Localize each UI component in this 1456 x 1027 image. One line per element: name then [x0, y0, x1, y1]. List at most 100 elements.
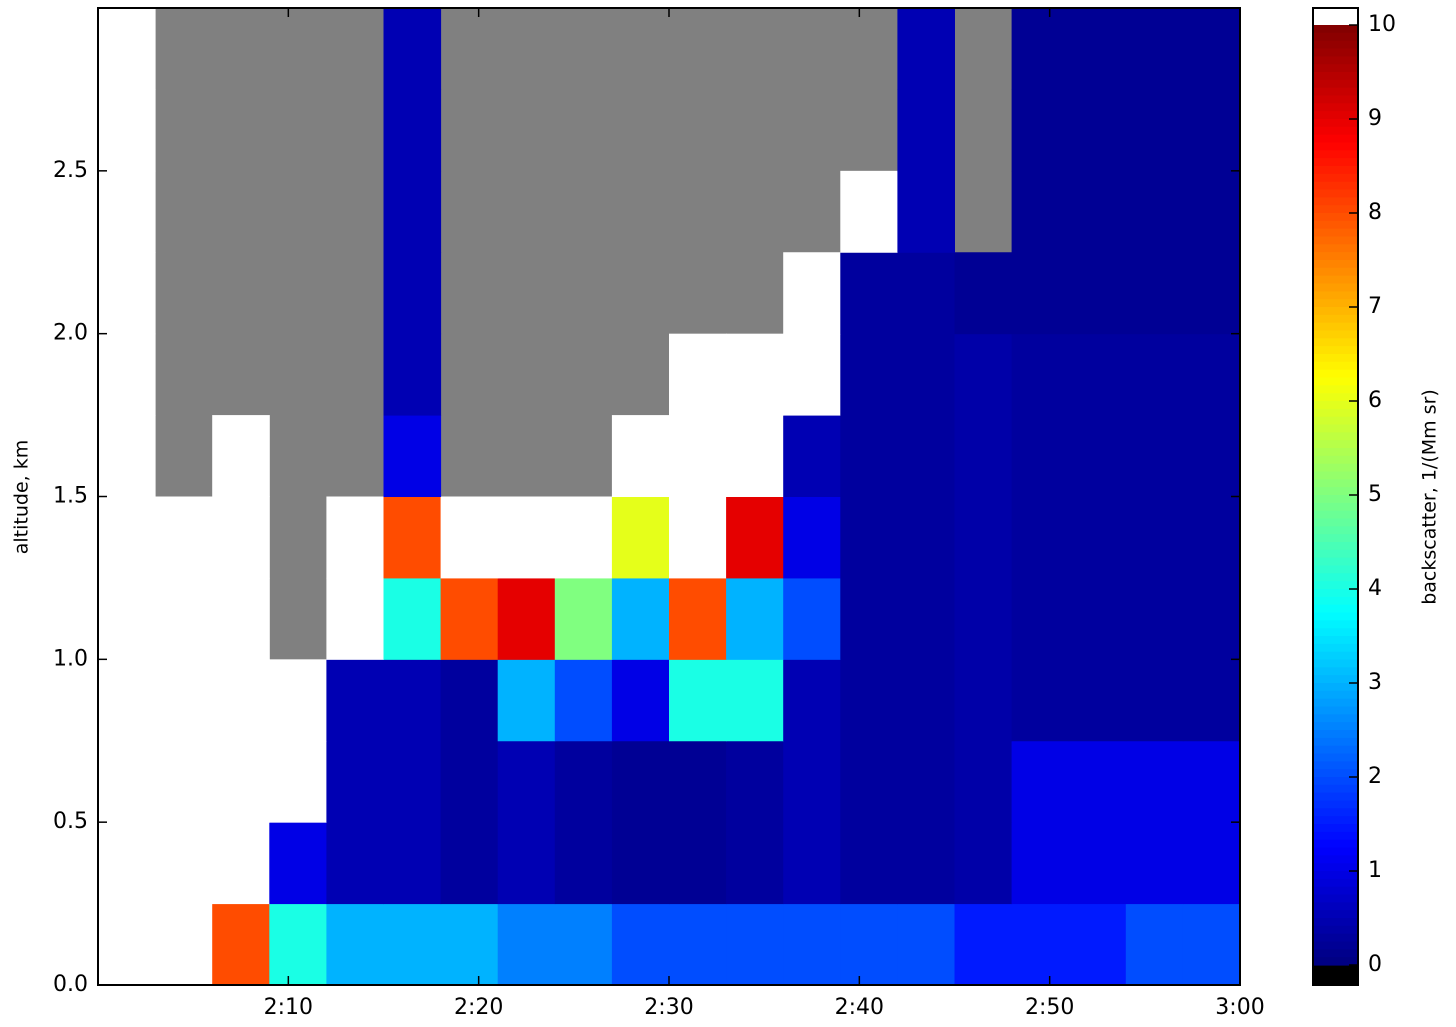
- heatmap-cell: [1011, 170, 1070, 253]
- heatmap-cell: [383, 333, 442, 416]
- heatmap-cell: [954, 577, 1013, 660]
- heatmap-cell: [383, 252, 442, 335]
- y-tick-label: 2.5: [53, 158, 88, 183]
- colorbar-segment: [1313, 698, 1358, 708]
- colorbar-segment: [1313, 275, 1358, 285]
- heatmap-cell: [783, 740, 841, 823]
- colorbar-segment: [1313, 565, 1358, 574]
- heatmap-cell: [1068, 822, 1127, 905]
- colorbar-segment: [1313, 314, 1358, 324]
- colorbar-segment: [1313, 526, 1358, 535]
- colorbar-segment: [1313, 291, 1358, 300]
- y-axis-label: altitude, km: [11, 440, 33, 554]
- heatmap-cell: [212, 822, 270, 905]
- colorbar-segment: [1313, 510, 1358, 520]
- colorbar-segment: [1313, 95, 1358, 104]
- heatmap-cell: [1125, 252, 1184, 335]
- colorbar-segment: [1313, 150, 1358, 159]
- heatmap-cell: [840, 170, 898, 253]
- colorbar-segment: [1313, 604, 1358, 614]
- colorbar-segment: [1313, 557, 1358, 567]
- heatmap-cell: [726, 822, 784, 905]
- x-tick-label: 2:10: [264, 995, 313, 1020]
- x-tick-label: 2:50: [1025, 995, 1074, 1020]
- colorbar-segment: [1313, 307, 1358, 316]
- heatmap-cell: [497, 740, 556, 823]
- y-tick-label: 1.5: [53, 484, 88, 509]
- heatmap-cell: [726, 577, 784, 660]
- x-tick-label: 2:20: [454, 995, 503, 1020]
- heatmap-cell: [554, 903, 613, 986]
- heatmap-cell: [1068, 170, 1127, 253]
- heatmap-cell: [954, 740, 1013, 823]
- heatmap-cell: [440, 903, 499, 986]
- heatmap-cell: [783, 659, 841, 742]
- heatmap-cell: [212, 496, 270, 579]
- heatmap-cell: [1125, 903, 1184, 986]
- heatmap-cell: [1125, 8, 1184, 90]
- heatmap-cell: [669, 659, 727, 742]
- heatmap-cell: [440, 496, 499, 579]
- heatmap-cell: [554, 659, 613, 742]
- colorbar-over: [1313, 8, 1358, 25]
- colorbar-segment: [1313, 808, 1358, 817]
- heatmap-cell: [98, 89, 156, 172]
- colorbar-segment: [1313, 56, 1358, 65]
- colorbar-segment: [1313, 675, 1358, 684]
- heatmap-cell: [726, 659, 784, 742]
- heatmap-cell: [554, 740, 613, 823]
- colorbar-segment: [1313, 855, 1358, 864]
- colorbar-segment: [1313, 440, 1358, 449]
- heatmap-cell: [440, 822, 499, 905]
- colorbar-segment: [1313, 534, 1358, 543]
- colorbar-segment: [1313, 871, 1358, 880]
- heatmap-cell: [954, 252, 1013, 335]
- heatmap-cell: [954, 822, 1013, 905]
- colorbar-segment: [1313, 643, 1358, 653]
- colorbar-segment: [1313, 158, 1358, 167]
- heatmap-cell: [383, 8, 442, 90]
- heatmap-cell: [669, 740, 727, 823]
- heatmap-cell: [98, 740, 156, 823]
- heatmap-cell: [726, 415, 784, 497]
- heatmap-cell: [212, 415, 270, 497]
- colorbar-tick-label: 2: [1368, 764, 1382, 789]
- heatmap-cell: [897, 170, 955, 253]
- heatmap-cell: [897, 659, 955, 742]
- colorbar-segment: [1313, 87, 1358, 97]
- heatmap-cell: [98, 415, 156, 497]
- heatmap-cell: [497, 822, 556, 905]
- heatmap-cell: [98, 333, 156, 416]
- colorbar-segment: [1313, 863, 1358, 872]
- heatmap-cell: [1068, 903, 1127, 986]
- colorbar-segment: [1313, 354, 1358, 363]
- colorbar-segment: [1313, 393, 1358, 402]
- heatmap-cell: [1011, 252, 1070, 335]
- heatmap-cell: [212, 577, 270, 660]
- heatmap-cell: [1125, 89, 1184, 172]
- heatmap-cell: [383, 740, 442, 823]
- colorbar-segment: [1313, 620, 1358, 629]
- colorbar-segment: [1313, 839, 1358, 849]
- heatmap-cell: [1011, 333, 1070, 416]
- colorbar-segment: [1313, 181, 1358, 191]
- colorbar-segment: [1313, 260, 1358, 269]
- colorbar-segment: [1313, 40, 1358, 50]
- x-tick-label: 2:30: [644, 995, 693, 1020]
- heatmap-cell: [326, 577, 384, 660]
- heatmap-cell: [1068, 8, 1127, 90]
- colorbar-segment: [1313, 957, 1358, 966]
- colorbar-segment: [1313, 299, 1358, 308]
- heatmap-cell: [611, 415, 670, 497]
- colorbar-segment: [1313, 205, 1358, 214]
- heatmap-cell: [1125, 496, 1184, 579]
- heatmap-cell: [840, 903, 898, 986]
- colorbar-segment: [1313, 831, 1358, 841]
- heatmap-cell: [897, 252, 955, 335]
- heatmap-cell: [1182, 8, 1241, 90]
- colorbar-segment: [1313, 252, 1358, 261]
- heatmap-cell: [611, 903, 670, 986]
- heatmap-cell: [1011, 496, 1070, 579]
- heatmap-cell: [1125, 740, 1184, 823]
- colorbar-tick-label: 10: [1368, 12, 1396, 37]
